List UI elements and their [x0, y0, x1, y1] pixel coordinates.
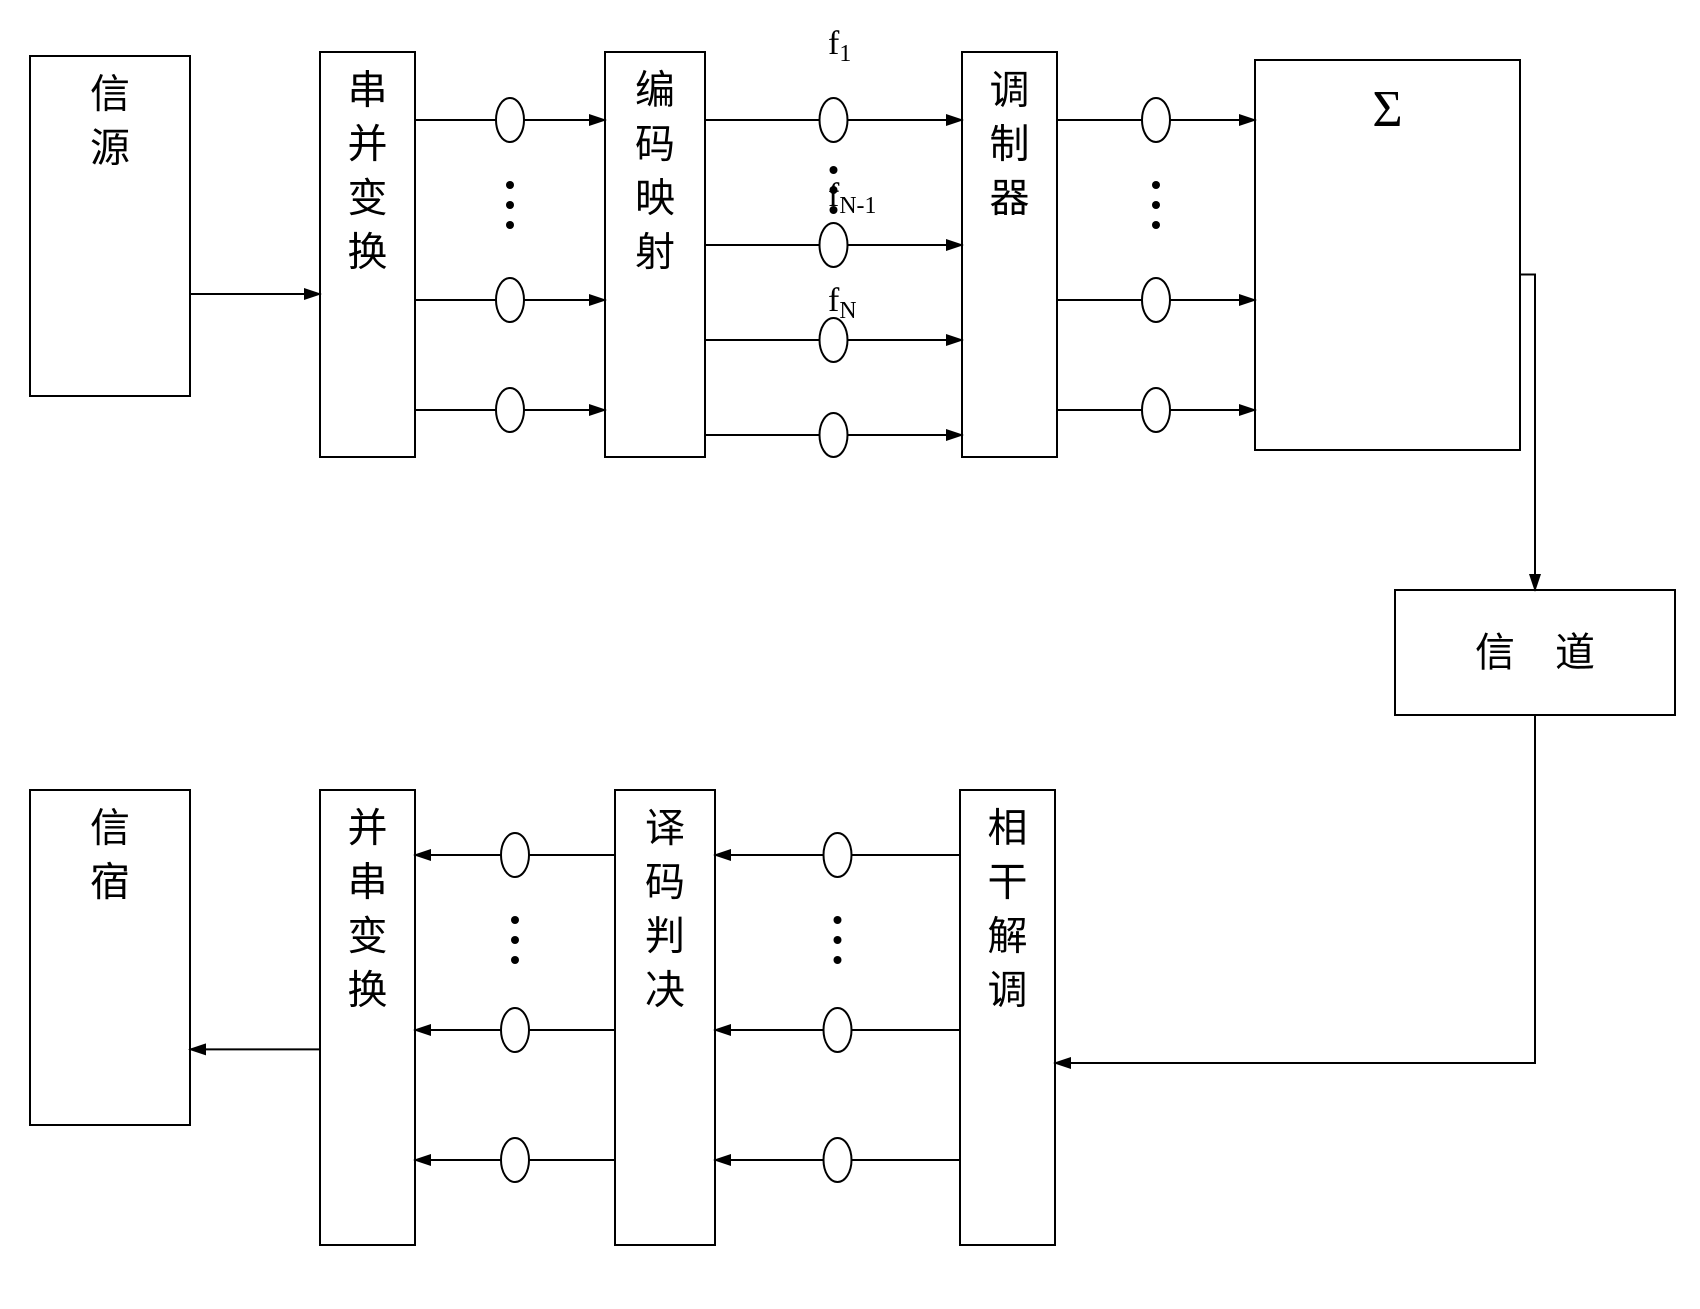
dots-sp-enc [506, 201, 514, 209]
decode-decision-box-label: 决 [645, 968, 685, 1013]
parallel-serial-box-label: 换 [348, 968, 388, 1013]
parallel-serial-box: 并串变换 [320, 790, 415, 1245]
serial-parallel-box-label: 并 [348, 122, 388, 167]
modulator-box-label: 器 [990, 176, 1030, 221]
sink-box: 信宿 [30, 790, 190, 1125]
ellipse-dec-ps [501, 833, 529, 877]
encode-map-box-label: 码 [635, 122, 675, 167]
dots-demod-dec [834, 936, 842, 944]
dots-mod-sig [1152, 181, 1160, 189]
ellipse-dec-ps [501, 1008, 529, 1052]
source-box-label: 源 [90, 126, 130, 171]
ellipse-demod-dec [824, 833, 852, 877]
coherent-demod-box: 相干解调 [960, 790, 1055, 1245]
parallel-serial-box-label: 并 [348, 806, 388, 851]
serial-parallel-box-label: 串 [348, 68, 388, 113]
dots-enc-mod [830, 166, 838, 174]
dots-mod-sig [1152, 201, 1160, 209]
ellipse-sp-enc [496, 388, 524, 432]
ellipse-mod-sig [1142, 388, 1170, 432]
encode-map-box-label: 映 [635, 176, 675, 221]
source-box-label: 信 [90, 72, 130, 117]
dots-dec-ps [511, 916, 519, 924]
ellipse-dec-ps [501, 1138, 529, 1182]
ellipse-enc-mod [820, 223, 848, 267]
dots-mod-sig [1152, 221, 1160, 229]
ellipse-sp-enc [496, 98, 524, 142]
ellipse-demod-dec [824, 1008, 852, 1052]
coherent-demod-box-label: 解 [988, 914, 1028, 959]
parallel-serial-box-label: 变 [348, 914, 388, 959]
label-f1: f1 [828, 25, 851, 67]
dots-dec-ps [511, 956, 519, 964]
dots-dec-ps [511, 936, 519, 944]
coherent-demod-box-label: 相 [988, 806, 1028, 851]
ellipse-mod-sig [1142, 278, 1170, 322]
sigma-box-label: Σ [1372, 81, 1402, 138]
ellipse-demod-dec [824, 1138, 852, 1182]
sigma-box: Σ [1255, 60, 1520, 450]
encode-map-box-label: 射 [635, 230, 675, 275]
channel-box: 信道 [1395, 590, 1675, 715]
ellipse-enc-mod [820, 318, 848, 362]
ellipse-mod-sig [1142, 98, 1170, 142]
arrow-channel-demod [1055, 715, 1535, 1063]
arrow-sigma-channel [1520, 275, 1535, 591]
coherent-demod-box-label: 调 [988, 968, 1028, 1013]
source-box: 信源 [30, 56, 190, 396]
channel-box-label: 道 [1555, 630, 1595, 675]
label-fn: fN [828, 282, 857, 324]
dots-demod-dec [834, 956, 842, 964]
modulator-box-label: 调 [990, 68, 1030, 113]
serial-parallel-box-label: 换 [348, 230, 388, 275]
decode-decision-box-label: 码 [645, 860, 685, 905]
serial-parallel-box: 串并变换 [320, 52, 415, 457]
sink-box-label: 信 [90, 806, 130, 851]
dots-sp-enc [506, 181, 514, 189]
label-fn-1: fN-1 [828, 177, 876, 219]
sink-box-label: 宿 [90, 860, 130, 905]
encode-map-box-label: 编 [635, 68, 675, 113]
decode-decision-box: 译码判决 [615, 790, 715, 1245]
decode-decision-box-label: 判 [645, 914, 685, 959]
coherent-demod-box-label: 干 [988, 860, 1028, 905]
dots-sp-enc [506, 221, 514, 229]
channel-box-label: 信 [1475, 630, 1515, 675]
decode-decision-box-label: 译 [645, 806, 685, 851]
parallel-serial-box-label: 串 [348, 860, 388, 905]
encode-map-box: 编码映射 [605, 52, 705, 457]
serial-parallel-box-label: 变 [348, 176, 388, 221]
modulator-box: 调制器 [962, 52, 1057, 457]
ellipse-sp-enc [496, 278, 524, 322]
dots-demod-dec [834, 916, 842, 924]
modulator-box-label: 制 [990, 122, 1030, 167]
ellipse-enc-mod [820, 98, 848, 142]
ellipse-enc-mod [820, 413, 848, 457]
